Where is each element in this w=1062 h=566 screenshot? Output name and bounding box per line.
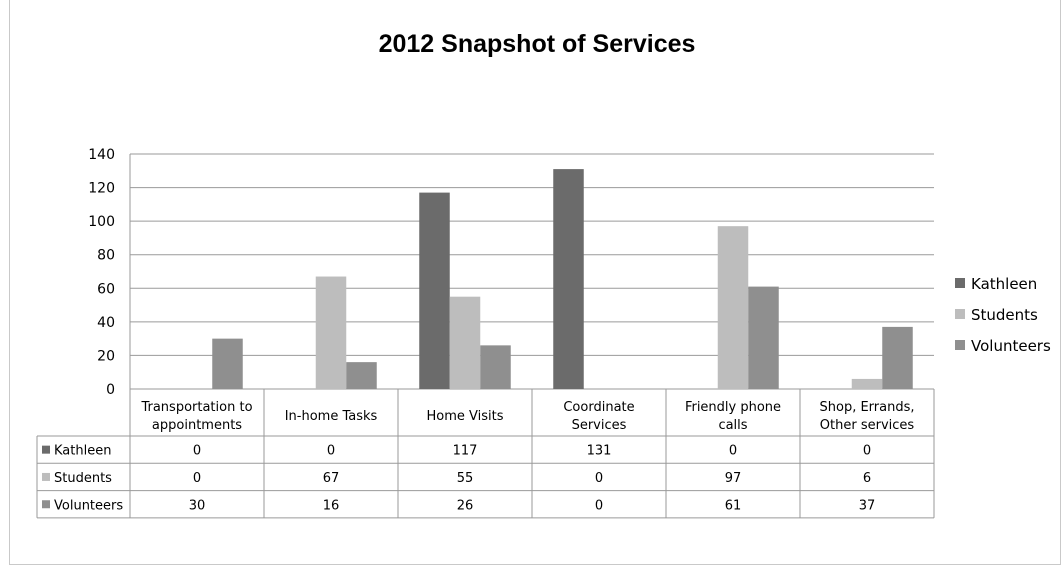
legend-label: Students <box>971 306 1038 324</box>
y-tick-label: 40 <box>97 315 115 331</box>
gridlines <box>129 153 934 390</box>
y-tick-label: 100 <box>88 214 115 230</box>
category-label: calls <box>718 418 747 433</box>
bar-students <box>851 378 883 389</box>
table-cell-value: 0 <box>327 444 335 459</box>
table-cell-value: 131 <box>587 444 612 459</box>
row-swatch <box>42 500 50 509</box>
category-label: Transportation to <box>140 400 252 415</box>
bar-volunteers <box>748 286 779 389</box>
table-cell-value: 0 <box>729 444 737 459</box>
table-cell-value: 0 <box>595 498 603 513</box>
table-cell-value: 16 <box>323 498 340 513</box>
category-label: Home Visits <box>427 409 504 424</box>
y-tick-label: 60 <box>97 281 115 297</box>
y-axis-ticks: 0 20 40 60 80 100 120 140 <box>88 147 115 398</box>
y-tick-label: 120 <box>88 181 115 197</box>
legend-label: Volunteers <box>971 337 1051 355</box>
bar-students <box>717 226 749 389</box>
table-cell-value: 0 <box>193 444 201 459</box>
table-cell-value: 0 <box>193 471 201 486</box>
row-swatch <box>42 472 50 481</box>
category-label: Services <box>572 418 627 433</box>
bar-kathleen <box>553 169 584 389</box>
row-label: Volunteers <box>54 498 123 513</box>
row-swatch <box>42 445 50 454</box>
table-cell-value: 61 <box>725 498 742 513</box>
category-label: In-home Tasks <box>285 409 378 424</box>
chart-title: 2012 Snapshot of Services <box>379 30 696 58</box>
bar-students <box>315 276 347 389</box>
bar-volunteers <box>346 362 377 389</box>
legend-swatch <box>955 309 965 319</box>
bar-volunteers <box>212 338 243 389</box>
bar-volunteers <box>882 326 913 389</box>
legend-swatch <box>955 340 965 350</box>
category-label: Shop, Errands, <box>820 400 915 415</box>
y-tick-label: 20 <box>97 348 115 364</box>
table-cell-value: 0 <box>863 444 871 459</box>
legend-label: Kathleen <box>971 275 1037 293</box>
category-label: Friendly phone <box>685 400 781 415</box>
legend: Kathleen Students Volunteers <box>955 275 1051 355</box>
row-label: Students <box>54 471 112 486</box>
table-cell-value: 97 <box>725 471 742 486</box>
table-cell-value: 37 <box>859 498 876 513</box>
category-label: Other services <box>820 418 915 433</box>
legend-swatch <box>955 278 965 288</box>
category-label: Coordinate <box>563 400 634 415</box>
table-cell-value: 26 <box>457 498 474 513</box>
table-cell-value: 6 <box>863 471 871 486</box>
table-cell-value: 0 <box>595 471 603 486</box>
y-tick-label: 80 <box>97 248 115 264</box>
bars <box>212 169 913 389</box>
bar-volunteers <box>480 345 511 389</box>
y-tick-label: 0 <box>106 382 115 398</box>
table-cell-value: 30 <box>189 498 206 513</box>
row-label: Kathleen <box>54 444 111 459</box>
chart-frame <box>9 0 1061 565</box>
bar-kathleen <box>419 192 450 389</box>
data-table: Transportation to appointments In-home Tas… <box>36 389 935 519</box>
table-cell-value: 67 <box>323 471 340 486</box>
bar-students <box>449 296 481 389</box>
table-cell-value: 117 <box>453 444 478 459</box>
table-cell-value: 55 <box>457 471 474 486</box>
category-label: appointments <box>152 418 242 433</box>
y-tick-label: 140 <box>88 147 115 163</box>
